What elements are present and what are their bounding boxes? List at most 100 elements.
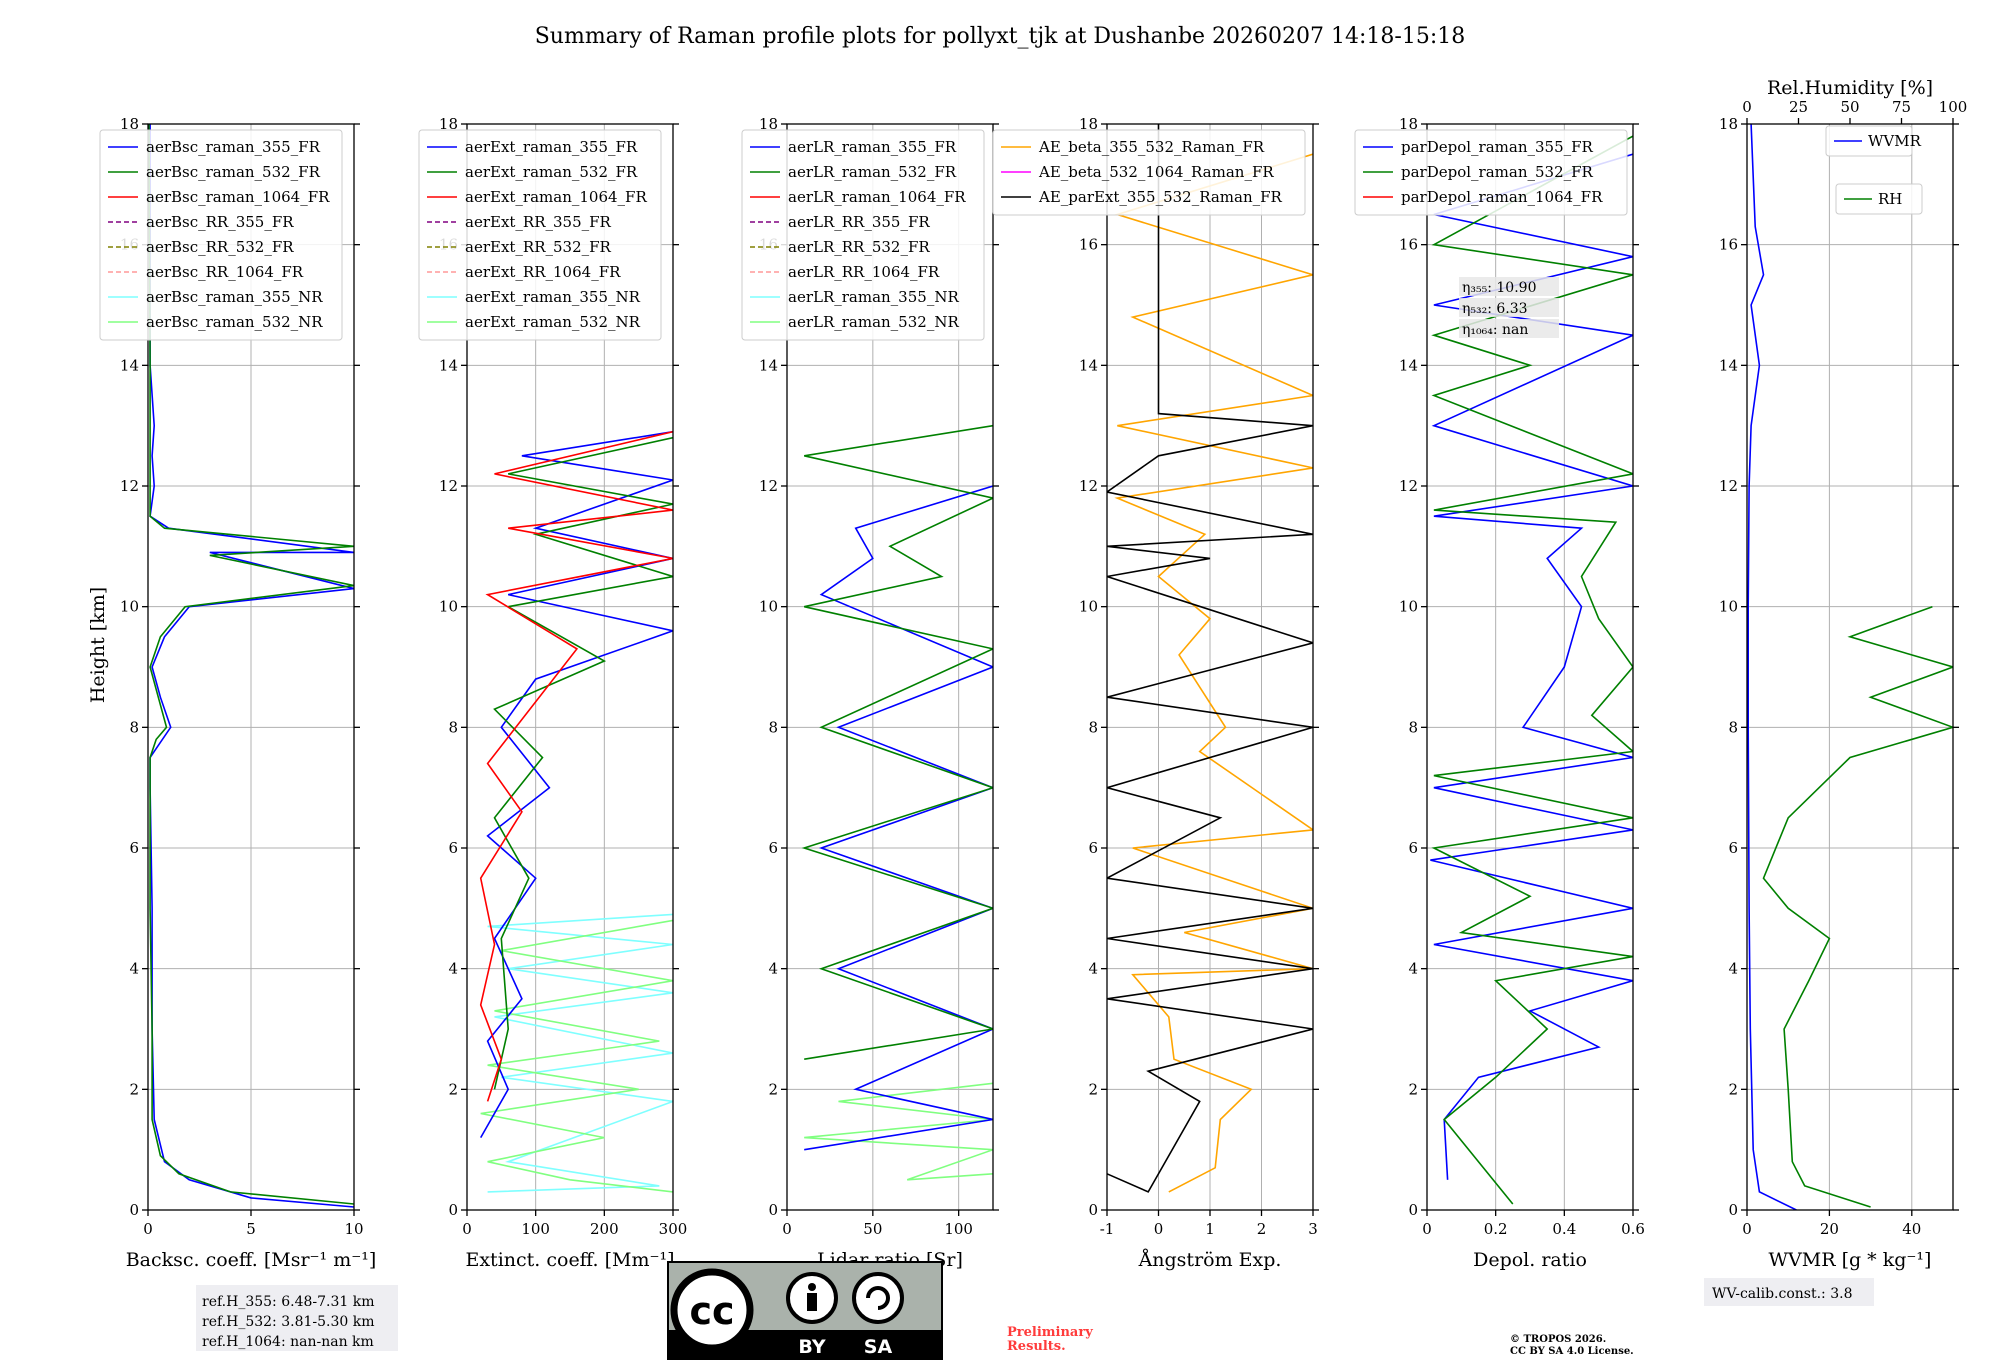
series-line-AE_beta_355_532_Raman_FR	[1114, 153, 1313, 1193]
legend-label: aerLR_raman_355_NR	[788, 288, 959, 306]
legend-label: aerBsc_RR_532_FR	[146, 238, 294, 256]
series-line-aerExt_raman_532_FR	[493, 436, 673, 1090]
panels: 0246810121416180510Backsc. coeff. [Msr⁻¹…	[99, 77, 1967, 1351]
eta-annotation: η₅₃₂: 6.33	[1462, 301, 1528, 317]
series-group	[148, 124, 354, 1208]
legend-label: aerExt_RR_1064_FR	[465, 263, 621, 281]
legend: AE_beta_355_532_Raman_FR AE_beta_532_1064…	[992, 129, 1306, 216]
x-tick-label: 0.4	[1552, 1220, 1576, 1238]
legend-label: AE_beta_355_532_Raman_FR	[1038, 138, 1265, 156]
series-line-aerExt_raman_1064_FR	[479, 430, 673, 1102]
legend-box	[741, 129, 985, 341]
series-group	[801, 424, 993, 1181]
by-person-body	[807, 1293, 817, 1311]
x-tick-label: 300	[659, 1220, 688, 1238]
y-tick-label: 2	[1408, 1080, 1418, 1098]
cc-sa-label: SA	[864, 1336, 893, 1358]
x-tick-label: 40	[1902, 1220, 1921, 1238]
sa-share-icon	[852, 1272, 904, 1324]
y-tick-label: 8	[448, 718, 458, 736]
panel-depolarization: 0 2 4 6 8 10 12 14 16 18 0 0.2 0.4 0.6 Depol. ratio par…	[1354, 115, 1645, 1271]
axes-frame	[1426, 123, 1634, 1211]
x-axis-label: Depol. ratio	[1473, 1249, 1587, 1271]
y-tick-label: 8	[1728, 718, 1738, 736]
x-tick-label: -1	[1100, 1220, 1115, 1238]
cc-by-sa-logo: cc BY SA	[667, 1261, 943, 1360]
legend-label: aerExt_raman_532_FR	[465, 163, 638, 181]
y-tick-label: 8	[1088, 718, 1098, 736]
annotation-bg	[1459, 277, 1559, 296]
y-tick-label: 10	[1079, 598, 1098, 616]
legend-box	[99, 129, 343, 341]
y-tick-label: 0	[129, 1201, 139, 1219]
legend-box	[1354, 129, 1628, 216]
preliminary-results-note: Results.	[1007, 1339, 1066, 1354]
annotation-bg	[1459, 298, 1559, 317]
x-tick-label: 0	[1742, 1220, 1752, 1238]
notes: WV-calib.const.: 3.8	[1704, 1278, 1874, 1306]
x-tick-label: 1	[1205, 1220, 1215, 1238]
x-tick-label: 3	[1308, 1220, 1318, 1238]
axes-frame	[1746, 123, 1954, 1211]
y-tick-label: 18	[1719, 115, 1738, 133]
legend-label: parDepol_raman_1064_FR	[1401, 188, 1603, 206]
legend-label: aerBsc_raman_532_FR	[146, 163, 321, 181]
axes-frame	[466, 123, 674, 1211]
legend-label: aerBsc_raman_1064_FR	[146, 188, 330, 206]
legend-label: aerLR_raman_355_FR	[788, 138, 957, 156]
y-tick-label: 10	[759, 598, 778, 616]
series-group	[1430, 135, 1633, 1205]
panel-lidar-ratio: 024681012141618050100Lidar ratio [Sr]aer…	[741, 115, 999, 1271]
panel-backscatter: 0246810121416180510Backsc. coeff. [Msr⁻¹…	[99, 115, 398, 1351]
series-line-parDepol_raman_355_FR	[1430, 153, 1633, 1180]
y-tick-label: 0	[1408, 1201, 1418, 1219]
legend-label: aerExt_raman_355_FR	[465, 138, 638, 156]
legend-label: aerExt_raman_355_NR	[465, 288, 641, 306]
legend-label: aerExt_raman_1064_FR	[465, 188, 647, 206]
x-tick-label: 0	[1154, 1220, 1164, 1238]
y-tick-label: 14	[439, 356, 458, 374]
series-line-WVMR	[1747, 124, 1797, 1210]
y-tick-label: 18	[759, 115, 778, 133]
series-line-aerLR_raman_532_NR	[804, 1082, 993, 1181]
legend-label: parDepol_raman_355_FR	[1401, 138, 1594, 156]
series-line-aerExt_raman_532_NR	[480, 919, 673, 1193]
notes: ref.H_355: 6.48-7.31 km ref.H_532: 3.81-5…	[196, 1285, 398, 1351]
legend-label: aerLR_raman_532_FR	[788, 163, 957, 181]
wv-calibration-note: WV-calib.const.: 3.8	[1712, 1286, 1852, 1302]
legend-box	[418, 129, 662, 341]
y-tick-label: 14	[1079, 356, 1098, 374]
y-tick-label: 10	[1719, 598, 1738, 616]
x-tick-label: 0.6	[1621, 1220, 1645, 1238]
y-tick-label: 4	[448, 960, 458, 978]
y-tick-label: 4	[1088, 960, 1098, 978]
annotation-bg	[1459, 319, 1559, 338]
legend: aerLR_raman_355_FR aerLR_raman_532_FR aerL…	[741, 129, 985, 341]
top-x-tick-label: 75	[1892, 98, 1911, 116]
series-line-parDepol_raman_532_FR	[1431, 135, 1633, 1205]
series-line-RH	[1762, 605, 1953, 1208]
series-group	[479, 430, 673, 1193]
eta-annotation: η₁₀₆₄: nan	[1462, 322, 1528, 338]
y-tick-label: 2	[1088, 1080, 1098, 1098]
cc-by-label: BY	[798, 1336, 825, 1358]
reference-height-note: ref.H_532: 3.81-5.30 km	[202, 1314, 375, 1330]
legend-label: aerExt_RR_355_FR	[465, 213, 612, 231]
y-tick-label: 16	[1399, 236, 1418, 254]
y-tick-label: 10	[120, 598, 139, 616]
reference-height-note: ref.H_355: 6.48-7.31 km	[202, 1294, 375, 1310]
y-tick-label: 18	[120, 115, 139, 133]
y-tick-label: 12	[120, 477, 139, 495]
y-tick-label: 2	[768, 1080, 778, 1098]
copyright-note: CC BY SA 4.0 License.	[1510, 1346, 1634, 1357]
legend-box	[992, 129, 1306, 216]
legend-box	[1835, 183, 1923, 215]
legend-label: aerLR_RR_355_FR	[788, 213, 930, 231]
y-tick-label: 18	[439, 115, 458, 133]
y-tick-label: 14	[120, 356, 139, 374]
y-tick-label: 0	[448, 1201, 458, 1219]
y-tick-label: 0	[1088, 1201, 1098, 1219]
